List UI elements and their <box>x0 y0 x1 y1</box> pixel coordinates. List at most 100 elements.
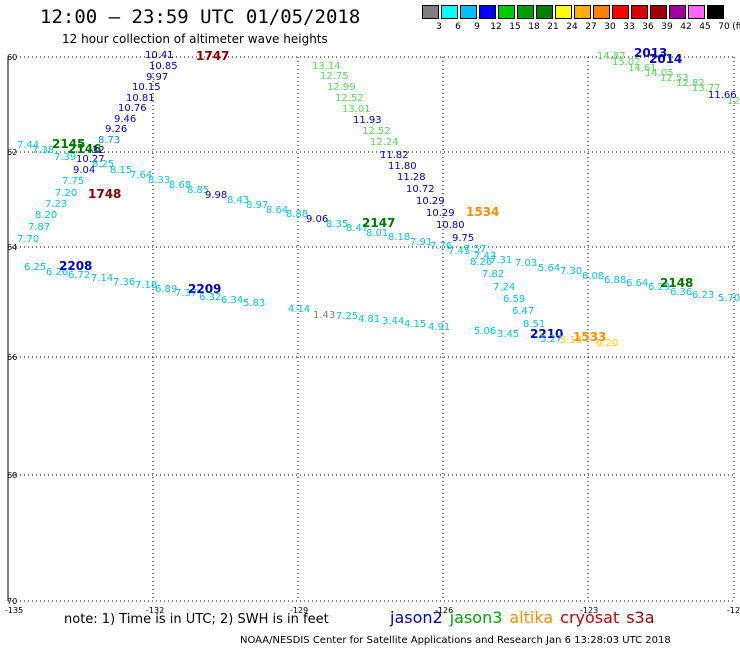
wave-height-label: 6.88 <box>604 275 626 286</box>
wave-height-label: 11.80 <box>388 161 417 172</box>
wave-height-label: 14.05 <box>645 68 674 79</box>
wave-height-label: 8.20 <box>35 210 57 221</box>
wave-height-label: 8.18 <box>388 232 410 243</box>
lat-tick-label: 68 <box>7 471 17 480</box>
wave-height-label: 13.77 <box>692 83 721 94</box>
wave-height-label: 10.76 <box>118 103 147 114</box>
time-label: 2146 <box>68 142 101 156</box>
wave-height-label: 6.08 <box>582 271 604 282</box>
legend-swatch <box>707 5 724 19</box>
wave-height-label: 32 <box>92 145 105 156</box>
wave-height-label: 10.29 <box>416 196 445 207</box>
wave-height-label: 9.46 <box>114 114 136 125</box>
lat-tick-label: 70 <box>7 597 17 606</box>
wave-height-label: 6.26 <box>46 267 68 278</box>
wave-height-label: 7.38 <box>32 145 54 156</box>
wave-height-label: 11.66 <box>708 90 737 101</box>
wave-height-label: 5.27 <box>540 334 562 345</box>
wave-height-label: 5.06 <box>474 326 496 337</box>
wave-height-label: 12.52 <box>362 126 391 137</box>
wave-height-label: 7.70 <box>17 234 39 245</box>
wave-height-label: 4.15 <box>404 319 426 330</box>
wave-height-label: 8.97 <box>246 200 268 211</box>
satellite-name: jason2 <box>390 608 443 627</box>
wave-height-label: 7.43 <box>474 251 496 262</box>
wave-height-label: 3.44 <box>382 316 404 327</box>
wave-height-label: 6.25 <box>24 262 46 273</box>
wave-height-label: 10.15 <box>132 82 161 93</box>
time-label: 2013 <box>634 46 667 60</box>
wave-height-label: 11.28 <box>397 172 426 183</box>
wave-height-label: 7.24 <box>493 282 515 293</box>
wave-height-label: 5.83 <box>243 298 265 309</box>
legend-label: 6 <box>455 22 461 32</box>
wave-height-label: 10.29 <box>426 208 455 219</box>
wave-height-label: 11.82 <box>380 150 409 161</box>
legend-swatch <box>517 5 534 19</box>
legend-swatch <box>631 5 648 19</box>
wave-height-label: 8.25 <box>92 159 114 170</box>
legend-swatch <box>574 5 591 19</box>
legend-label: 27 <box>585 22 597 32</box>
legend-label: 12 <box>490 22 502 32</box>
legend-unit: (ft) <box>732 22 740 32</box>
time-label: 1748 <box>88 187 121 201</box>
wave-height-label: 8.35 <box>326 219 348 230</box>
wave-height-label: 7.76 <box>430 241 452 252</box>
wave-height-label: 9.06 <box>306 214 328 225</box>
wave-height-label: 8.73 <box>98 135 120 146</box>
wave-height-label: 4.81 <box>358 314 380 325</box>
legend-swatch <box>460 5 477 19</box>
wave-height-label: 5.13 <box>560 335 582 346</box>
wave-height-label: 10.80 <box>436 220 465 231</box>
wave-height-label: 7.57 <box>464 244 486 255</box>
legend-label: 3 <box>436 22 442 32</box>
wave-height-label: 7.87 <box>28 222 50 233</box>
time-label: 2145 <box>52 137 85 151</box>
wave-height-label: 13.01 <box>342 104 371 115</box>
footnote: note: 1) Time is in UTC; 2) SWH is in fe… <box>64 612 329 627</box>
time-label: 2148 <box>660 276 693 290</box>
lat-lon-grid <box>7 56 735 602</box>
wave-height-label: 7.23 <box>45 199 67 210</box>
wave-height-label: 11.93 <box>353 115 382 126</box>
satellite-name: s3a <box>626 608 655 627</box>
lat-tick-label: 60 <box>7 53 17 62</box>
lon-tick-label: -129 <box>290 606 308 615</box>
lat-tick-label: 66 <box>7 353 17 362</box>
legend-label: 39 <box>661 22 673 32</box>
chart-subtitle: 12 hour collection of altimeter wave hei… <box>62 32 328 46</box>
wave-height-label: 10.81 <box>126 93 155 104</box>
wave-height-label: 10.41 <box>145 50 174 61</box>
legend-swatch <box>441 5 458 19</box>
wave-height-label: 6.47 <box>512 306 534 317</box>
wave-height-label: 6.29 <box>648 282 670 293</box>
wave-height-label: 7.31 <box>490 255 512 266</box>
lon-tick-label: -126 <box>435 606 453 615</box>
lon-tick-label: -123 <box>580 606 598 615</box>
legend-swatch <box>593 5 610 19</box>
legend-label: 42 <box>680 22 692 32</box>
wave-height-label: 6.59 <box>503 294 525 305</box>
wave-height-label: 8.85 <box>187 185 209 196</box>
wave-height-label: 7.36 <box>113 277 135 288</box>
legend-swatch <box>479 5 496 19</box>
legend-label: 15 <box>509 22 521 32</box>
lon-tick-label: -132 <box>146 606 164 615</box>
wave-height-label: 8.43 <box>227 195 249 206</box>
wave-height-label: 12.75 <box>320 71 349 82</box>
wave-height-label: 8.88 <box>286 209 308 220</box>
wave-height-label: 6.23 <box>692 290 714 301</box>
wave-height-label: 10.72 <box>406 184 435 195</box>
legend-swatch <box>669 5 686 19</box>
wave-height-label: 8.33 <box>148 175 170 186</box>
time-label: 1747 <box>196 49 229 63</box>
legend-label: 18 <box>528 22 540 32</box>
time-label: 2147 <box>362 216 395 230</box>
wave-height-label: 7.20 <box>55 188 77 199</box>
legend-label: 21 <box>547 22 559 32</box>
wave-height-label: 9.97 <box>146 72 168 83</box>
lat-tick-label: 62 <box>7 148 17 157</box>
wave-height-label: 12 <box>727 96 740 107</box>
